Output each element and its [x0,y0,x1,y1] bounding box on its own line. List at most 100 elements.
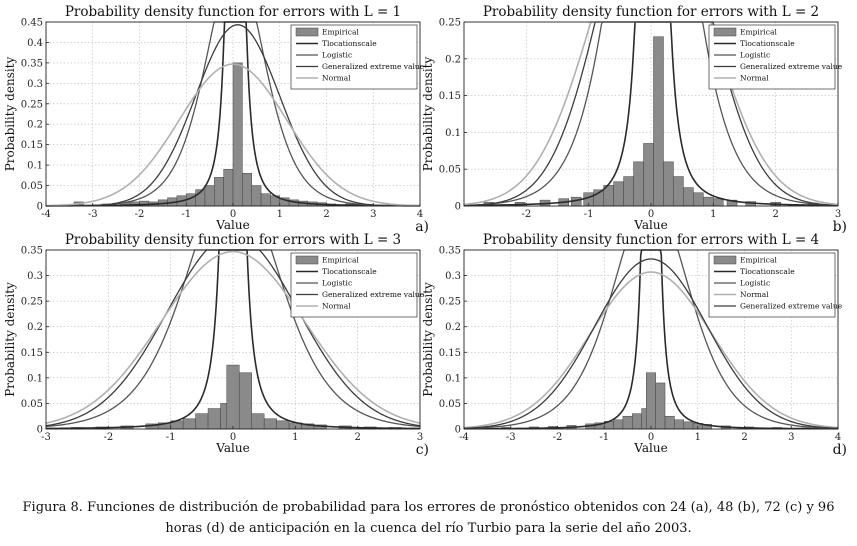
y-tick-label: 0.2 [27,322,43,333]
chart-title: Probability density function for errors … [483,232,819,248]
series-line [45,63,421,207]
x-tick-label: -1 [181,209,191,220]
histogram-bar [664,415,675,430]
y-tick-label: 0.3 [27,79,43,90]
y-axis-label: Probability density [3,282,17,397]
histogram-bar [214,177,224,207]
y-tick-label: 0.1 [27,373,43,384]
x-tick-label: -2 [103,432,113,443]
legend-entry: Generalized extreme value [322,290,425,299]
legend-entry: Logistic [740,279,770,288]
x-tick-label: -2 [521,209,531,220]
legend-entry: Empirical [322,28,359,37]
chart-panel-b: Probability density function for errors … [421,4,847,235]
histogram-bar [613,181,624,207]
legend-entry: Tlocationscale [322,267,377,276]
y-tick-label: 0.25 [439,297,461,308]
y-tick-label: 0 [37,425,43,436]
legend-swatch [295,255,319,265]
histogram-bar [276,420,290,430]
panel-letter: c) [416,442,429,458]
x-tick-label: 3 [788,432,794,443]
x-tick-label: -1 [584,209,594,220]
y-tick-label: 0.2 [445,54,461,65]
y-tick-label: 0.05 [439,165,461,176]
legend-entry: Logistic [740,51,770,60]
x-tick-label: 2 [741,432,747,443]
y-tick-label: 0.15 [21,348,43,359]
y-axis-label: Probability density [421,56,435,171]
y-tick-label: 0.05 [21,399,43,410]
y-axis-label: Probability density [421,282,435,397]
legend-entry: Empirical [740,28,777,37]
legend-entry: Normal [740,290,769,299]
histogram-bar [263,418,277,430]
series-line [45,250,421,424]
x-tick-label: 4 [835,432,841,443]
y-tick-label: 0.2 [27,120,43,131]
histogram-bar [622,415,633,430]
histogram-bar [643,143,654,207]
y-tick-label: 0 [37,202,43,213]
y-tick-label: 0.25 [21,99,43,110]
histogram-bar [223,168,234,207]
series-line [46,24,420,207]
histogram-bar [613,419,624,430]
histogram-bar [646,372,656,430]
legend-swatch [713,255,737,265]
x-tick-label: 3 [417,432,423,443]
chart-title: Probability density function for errors … [65,4,401,20]
histogram-bar [251,413,265,430]
y-tick-label: 0.4 [27,38,43,49]
series-line [463,258,839,429]
y-tick-label: 0 [455,202,461,213]
chart-title: Probability density function for errors … [483,4,819,20]
legend-swatch [713,27,737,37]
x-tick-label: 0 [648,432,654,443]
histogram-bar [623,176,634,207]
y-tick-label: 0.25 [21,297,43,308]
legend-entry: Empirical [740,256,777,265]
y-tick-label: 0.05 [21,181,43,192]
x-tick-label: -4 [41,209,51,220]
x-tick-label: -1 [599,432,609,443]
legend-entry: Generalized extreme value [740,62,843,71]
histogram-bar [232,62,243,207]
chart-panel-d: Probability density function for errors … [421,232,847,458]
x-tick-label: 1 [695,432,701,443]
y-tick-label: 0.15 [21,140,43,151]
x-axis-label: Value [633,218,667,232]
y-tick-label: 0.45 [21,18,43,29]
y-tick-label: 0.3 [27,271,43,282]
chart-panel-c: Probability density function for errors … [3,232,429,458]
histogram-bar [663,161,674,207]
y-tick-label: 0.35 [439,246,461,257]
x-tick-label: 2 [354,432,360,443]
histogram-bar [693,192,704,207]
y-tick-label: 0.2 [445,322,461,333]
x-tick-label: 2 [323,209,329,220]
histogram-bar [251,185,262,207]
histogram-bar [238,372,252,430]
y-tick-label: 0.1 [445,128,461,139]
histogram-bar [260,193,271,207]
panel-letter: d) [833,442,847,458]
y-tick-label: 0.1 [445,373,461,384]
x-axis-label: Value [633,441,667,455]
histogram-bar [673,176,684,207]
x-tick-label: 3 [370,209,376,220]
y-tick-label: 0.35 [21,58,43,69]
legend-swatch [295,27,319,37]
x-tick-label: 3 [835,209,841,220]
chart-title: Probability density function for errors … [65,232,401,248]
y-tick-label: 0.15 [439,348,461,359]
figure-caption: Figura 8. Funciones de distribución de p… [22,500,835,536]
x-tick-label: 2 [772,209,778,220]
y-tick-label: 0.05 [439,399,461,410]
x-tick-label: 0 [648,209,654,220]
legend-entry: Generalized extreme value [740,302,843,311]
y-tick-label: 0.3 [445,271,461,282]
legend-entry: Generalized extreme value [322,62,425,71]
histogram-bar [242,173,252,207]
